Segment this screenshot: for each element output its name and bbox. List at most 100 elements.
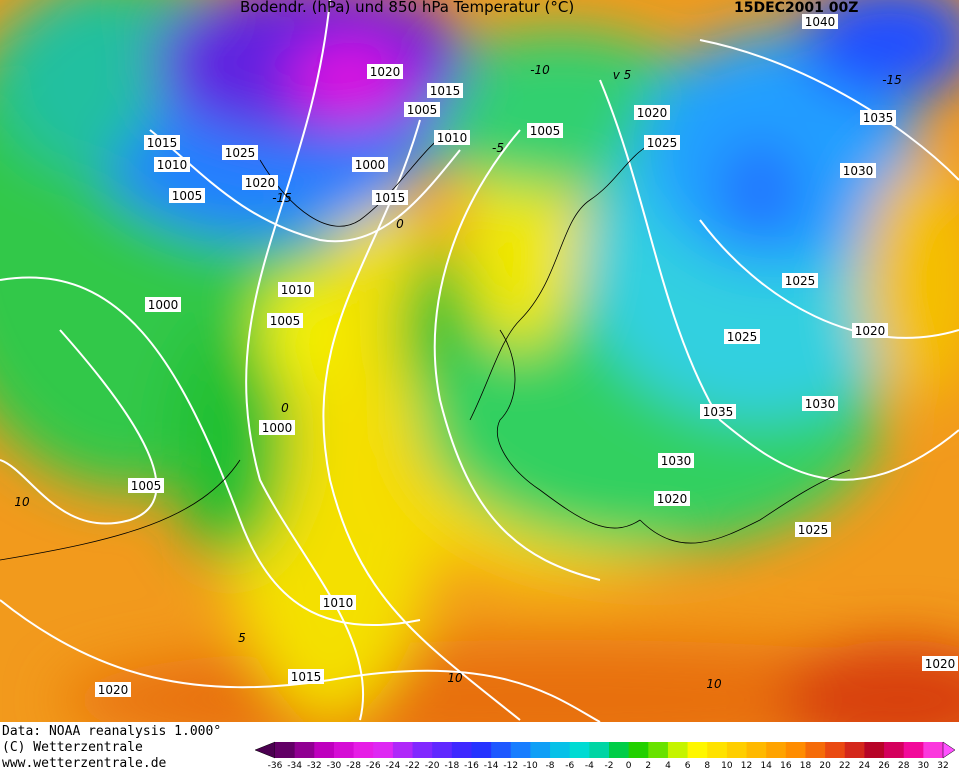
isobar-label-box (922, 656, 958, 671)
isobar-label-box (154, 157, 190, 172)
legend-tick-label: 32 (937, 761, 948, 770)
legend-cell (707, 742, 728, 758)
legend-cell (628, 742, 649, 758)
legend-tick-label: 28 (898, 761, 910, 770)
isobar-label-box (852, 323, 888, 338)
temperature-label: 0 (281, 401, 289, 415)
legend-cell (550, 742, 571, 758)
isobar-label-box (288, 669, 324, 684)
isobar-label-box (95, 682, 131, 697)
isobar-label-box (527, 123, 563, 138)
legend-cell (333, 742, 355, 758)
isobar-label-box (144, 135, 180, 150)
legend-tick-label: 22 (839, 761, 850, 770)
isobar-label: 1010 (437, 131, 468, 145)
legend-cell (609, 742, 630, 758)
isobar-label-box (320, 595, 356, 610)
isobar-label: 1035 (863, 111, 894, 125)
temperature-label: -15 (272, 191, 292, 205)
isobar-label-box (700, 404, 736, 419)
isobar-label: 1015 (375, 191, 406, 205)
isobar-label: 1020 (657, 492, 688, 506)
legend-tick-label: 4 (665, 761, 671, 770)
isobar-label: 1020 (370, 65, 401, 79)
isobar-label: 1010 (323, 596, 354, 610)
isobar-label-box (352, 157, 388, 172)
legend-cell (667, 742, 689, 758)
isobar-label: 1005 (407, 103, 438, 117)
legend-cell (844, 742, 865, 758)
legend-cell (687, 742, 708, 758)
isobar-label-box (802, 396, 838, 411)
legend-cell (451, 742, 472, 758)
isobar-label: 1025 (225, 146, 256, 160)
legend-tick-label: 18 (800, 761, 812, 770)
isobar-label: 1040 (805, 15, 836, 29)
legend-cell (864, 742, 885, 758)
temperature-label: -10 (530, 63, 550, 77)
legend-tick-label: -16 (464, 761, 479, 770)
isobar-label: 1020 (98, 683, 129, 697)
isobar-label-box (644, 135, 680, 150)
isobar-label: 1000 (262, 421, 293, 435)
footer-line: www.wetterzentrale.de (2, 756, 167, 771)
legend-cell (825, 742, 846, 758)
isobar-label-box (658, 453, 694, 468)
legend-tick-label: -36 (268, 761, 283, 770)
footer-line: (C) Wetterzentrale (2, 740, 143, 755)
isobar-label: 1000 (355, 158, 386, 172)
coastlines (0, 129, 851, 561)
legend-tick-label: 12 (741, 761, 752, 770)
isobar-label-box (427, 83, 463, 98)
legend-tick-label: 16 (780, 761, 792, 770)
isobar-label: 1030 (843, 164, 874, 178)
legend-tick-label: 26 (878, 761, 890, 770)
legend-arrow-right (942, 741, 955, 759)
isobar-label-box (802, 14, 838, 29)
isobar-label: 1025 (647, 136, 678, 150)
legend-cell (726, 742, 748, 758)
legend-cell (746, 742, 767, 758)
isobar-label-box (169, 188, 205, 203)
temperature-label: -15 (882, 73, 902, 87)
isobar-label-box (242, 175, 278, 190)
legend-cell (766, 742, 787, 758)
isobar-label-box (840, 163, 876, 178)
legend-tick-label: 14 (760, 761, 772, 770)
legend-cell (471, 742, 492, 758)
legend-cell (569, 742, 590, 758)
legend-tick-label: 8 (704, 761, 710, 770)
legend-tick-label: -12 (503, 761, 518, 770)
isobar-label-box (259, 420, 295, 435)
isobar-label-box (267, 313, 303, 328)
legend-tick-label: 2 (645, 761, 651, 770)
temperature-label: 10 (706, 677, 722, 691)
legend-tick-label: -22 (405, 761, 420, 770)
legend-tick-label: -4 (585, 761, 594, 770)
isobar-label: 1020 (925, 657, 956, 671)
isobar-label: 1025 (798, 523, 829, 537)
legend-cell (923, 742, 944, 758)
temperature-label: 10 (14, 495, 30, 509)
isobar-label-box (782, 273, 818, 288)
isobar-label-box (372, 190, 408, 205)
legend-cell (491, 742, 512, 758)
isobar-label-box (634, 105, 670, 120)
temperature-label: 10 (447, 671, 463, 685)
legend-tick-label: -10 (523, 761, 538, 770)
temperature-label: -5 (492, 141, 504, 155)
legend-cell (884, 742, 905, 758)
legend-cell (314, 742, 335, 758)
isobar-label: 1015 (147, 136, 178, 150)
isobar-label: 1020 (637, 106, 668, 120)
legend-tick-label: -30 (327, 761, 342, 770)
legend-tick-label: -8 (546, 761, 555, 770)
legend-cell (392, 742, 414, 758)
map-date: 15DEC2001 00Z (734, 0, 858, 16)
isobar-label: 1010 (157, 158, 188, 172)
legend-cell (785, 742, 806, 758)
isobar-label-box (145, 297, 181, 312)
isobar-label-box (654, 491, 690, 506)
isobars (0, 0, 959, 722)
